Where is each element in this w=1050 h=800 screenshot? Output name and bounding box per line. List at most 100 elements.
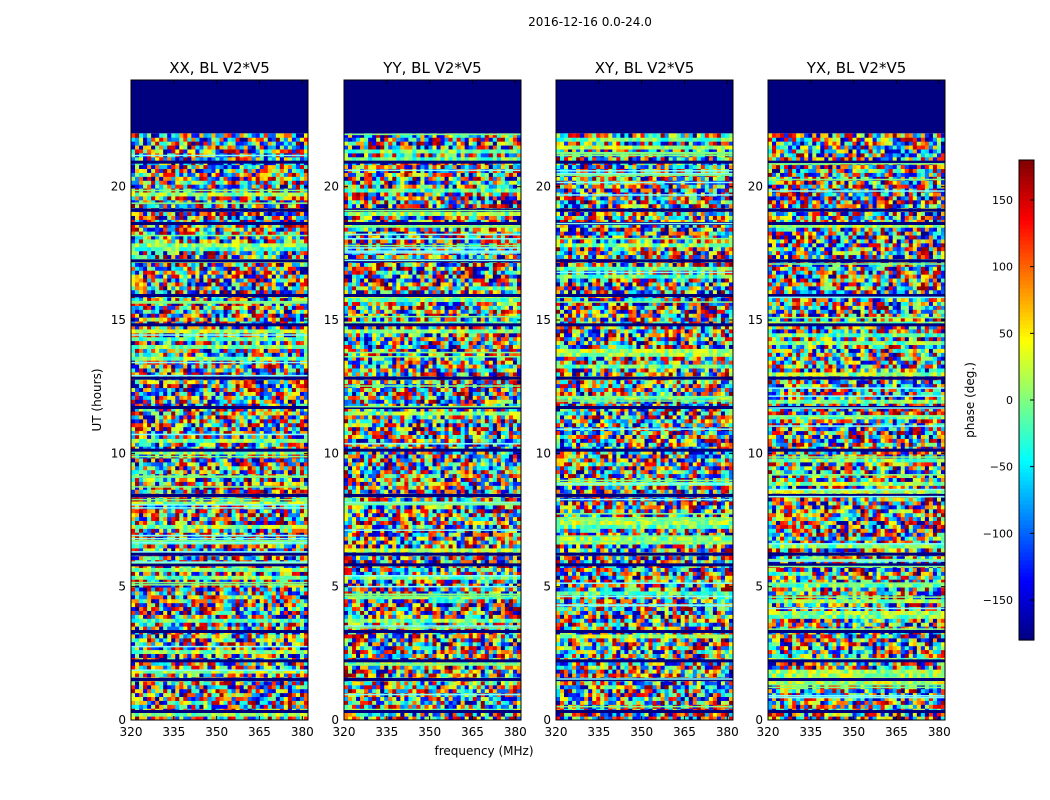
colorbar-tick-label: 0 bbox=[1006, 394, 1013, 407]
y-tick-label: 0 bbox=[755, 713, 763, 727]
x-tick-label: 365 bbox=[673, 725, 696, 739]
flagged-row bbox=[131, 494, 308, 497]
y-tick-label: 15 bbox=[111, 313, 126, 327]
flagged-row bbox=[344, 448, 521, 452]
flagged-row bbox=[768, 494, 945, 497]
x-tick-label: 335 bbox=[162, 725, 185, 739]
y-tick-label: 10 bbox=[536, 446, 551, 460]
y-tick-label: 15 bbox=[748, 313, 763, 327]
y-tick-label: 20 bbox=[536, 180, 551, 194]
flagged-row bbox=[556, 448, 733, 452]
panel-image bbox=[344, 133, 522, 721]
x-tick-label: 350 bbox=[205, 725, 228, 739]
x-tick-label: 365 bbox=[885, 725, 908, 739]
flagged-row bbox=[131, 448, 308, 452]
y-tick-label: 10 bbox=[748, 446, 763, 460]
flagged-row bbox=[131, 563, 308, 567]
panel-title: YY, BL V2*V5 bbox=[382, 59, 481, 77]
flagged-row bbox=[131, 710, 308, 713]
y-tick-label: 15 bbox=[324, 313, 339, 327]
flagged-row bbox=[344, 406, 521, 409]
y-tick-label: 0 bbox=[543, 713, 551, 727]
flagged-row bbox=[768, 448, 945, 452]
x-tick-label: 350 bbox=[842, 725, 865, 739]
flagged-row bbox=[344, 678, 521, 681]
x-tick-label: 335 bbox=[799, 725, 822, 739]
panel-frame bbox=[343, 79, 522, 721]
flagged-row bbox=[344, 710, 521, 713]
flagged-row bbox=[131, 323, 308, 327]
y-tick-label: 10 bbox=[324, 446, 339, 460]
flagged-row bbox=[131, 222, 308, 225]
colorbar-tick-label: −100 bbox=[983, 527, 1013, 540]
colorbar: −150 −100 −50 0 50 100 150 bbox=[983, 159, 1035, 641]
flagged-row bbox=[768, 208, 945, 212]
flagged-row bbox=[131, 294, 308, 297]
x-tick-label: 380 bbox=[928, 725, 951, 739]
panel-title: XY, BL V2*V5 bbox=[595, 59, 695, 77]
flagged-row bbox=[768, 294, 945, 297]
flagged-row bbox=[768, 552, 945, 556]
y-tick-label: 0 bbox=[118, 713, 126, 727]
flagged-region bbox=[344, 80, 521, 134]
x-axis-label: frequency (MHz) bbox=[434, 744, 533, 758]
panel-1: XX, BL V2*V5 320 335 350 365 380 0 5 10 15 20 bbox=[111, 59, 314, 739]
flagged-region bbox=[131, 80, 308, 134]
x-tick-label: 380 bbox=[291, 725, 314, 739]
colorbar-tick-label: 50 bbox=[999, 327, 1013, 340]
panel-frame bbox=[130, 79, 309, 721]
flagged-row bbox=[131, 160, 308, 164]
x-tick-label: 320 bbox=[333, 725, 356, 739]
flagged-row bbox=[768, 710, 945, 713]
flagged-row bbox=[556, 323, 733, 327]
y-tick-label: 0 bbox=[331, 713, 339, 727]
colorbar-label: phase (deg.) bbox=[963, 362, 977, 438]
flagged-row bbox=[131, 376, 308, 380]
panel-frame bbox=[767, 79, 946, 721]
flagged-row bbox=[344, 222, 521, 225]
flagged-row bbox=[768, 630, 945, 633]
colorbar-tick-label: −50 bbox=[990, 461, 1013, 474]
x-tick-label: 365 bbox=[248, 725, 271, 739]
figure-suptitle: 2016-12-16 0.0-24.0 bbox=[528, 15, 652, 29]
flagged-row bbox=[131, 406, 308, 409]
colorbar-tick-label: 150 bbox=[992, 194, 1013, 207]
x-tick-label: 320 bbox=[120, 725, 143, 739]
x-tick-label: 380 bbox=[716, 725, 739, 739]
y-tick-label: 20 bbox=[324, 180, 339, 194]
flagged-row bbox=[131, 208, 308, 212]
flagged-row bbox=[556, 710, 733, 713]
flagged-row bbox=[556, 494, 733, 497]
x-tick-label: 380 bbox=[504, 725, 527, 739]
flagged-row bbox=[768, 659, 945, 663]
flagged-row bbox=[556, 552, 733, 556]
y-tick-label: 5 bbox=[331, 580, 339, 594]
flagged-row bbox=[768, 222, 945, 225]
x-tick-label: 320 bbox=[545, 725, 568, 739]
y-tick-label: 5 bbox=[118, 580, 126, 594]
flagged-row bbox=[131, 678, 308, 681]
flagged-row bbox=[768, 376, 945, 380]
panel-frame bbox=[555, 79, 734, 721]
flagged-row bbox=[556, 259, 733, 263]
x-tick-label: 350 bbox=[418, 725, 441, 739]
flagged-row bbox=[131, 259, 308, 263]
x-tick-label: 350 bbox=[630, 725, 653, 739]
y-tick-label: 5 bbox=[543, 580, 551, 594]
flagged-row bbox=[344, 630, 521, 633]
flagged-row bbox=[344, 563, 521, 567]
x-tick-label: 320 bbox=[757, 725, 780, 739]
flagged-row bbox=[344, 552, 521, 556]
y-tick-label: 15 bbox=[536, 313, 551, 327]
flagged-row bbox=[556, 376, 733, 380]
flagged-row bbox=[556, 406, 733, 409]
flagged-row bbox=[556, 208, 733, 212]
flagged-row bbox=[344, 376, 521, 380]
flagged-row bbox=[131, 552, 308, 556]
colorbar-tick-label: −150 bbox=[983, 594, 1013, 607]
flagged-row bbox=[556, 294, 733, 297]
x-tick-label: 335 bbox=[375, 725, 398, 739]
flagged-row bbox=[768, 259, 945, 263]
flagged-row bbox=[344, 494, 521, 497]
